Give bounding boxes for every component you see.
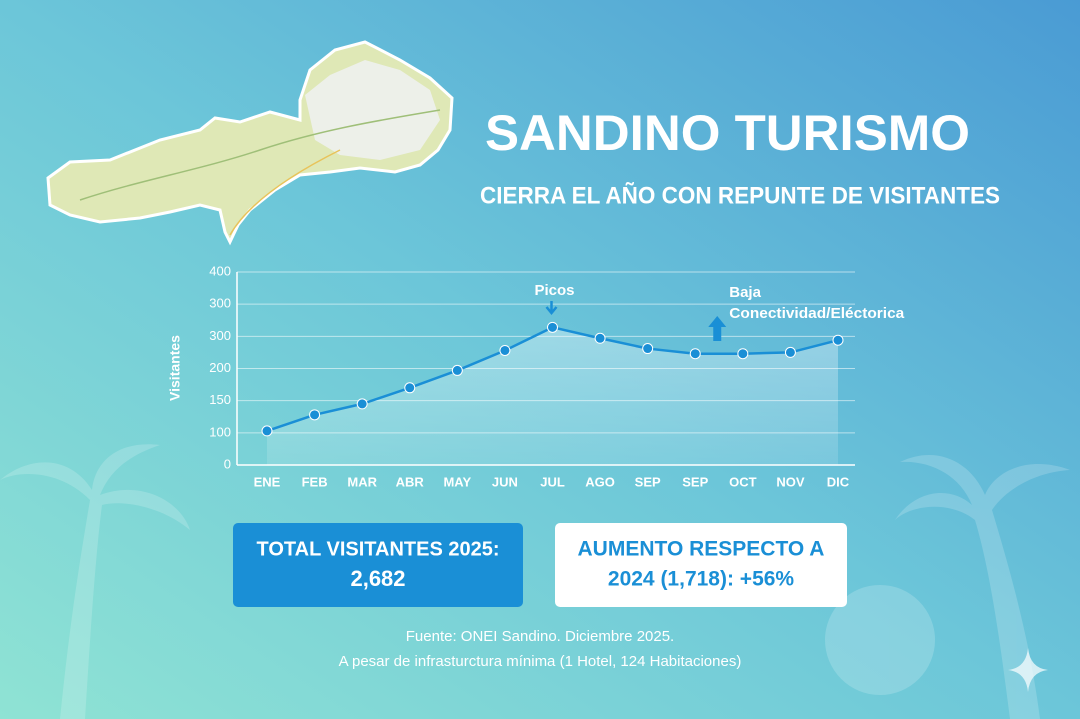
map bbox=[46, 40, 454, 246]
point bbox=[261, 425, 273, 437]
sparkle-icon bbox=[1008, 648, 1048, 692]
card-value: 2,682 bbox=[350, 566, 405, 591]
point bbox=[309, 409, 321, 421]
subtitle: CIERRA EL AÑO CON REPUNTE DE VISITANTES bbox=[480, 181, 1000, 209]
annotation: Picos bbox=[534, 282, 574, 299]
x-tick-label: AGO bbox=[585, 474, 615, 489]
footer-source: Fuente: ONEI Sandino. Diciembre 2025. bbox=[406, 628, 674, 645]
card-increase bbox=[555, 523, 847, 607]
x-tick-label: ABR bbox=[396, 474, 425, 489]
card-text: 2024 (1,718): +56% bbox=[608, 568, 795, 591]
x-tick-label: ENE bbox=[254, 474, 281, 489]
arrow-down bbox=[545, 301, 558, 315]
cards: TOTAL VISITANTES 2025: 2,682 AUMENTO RES… bbox=[233, 523, 847, 607]
x-tick-label: NOV bbox=[776, 474, 805, 489]
y-axis-label: Visitantes bbox=[167, 335, 183, 401]
annotation: Conectividad/Eléctorica bbox=[729, 305, 905, 322]
point bbox=[832, 334, 844, 346]
x-tick-label: MAR bbox=[347, 474, 377, 489]
point bbox=[404, 382, 416, 394]
y-tick-label: 300 bbox=[209, 296, 231, 311]
point bbox=[547, 321, 558, 333]
annotation: Baja bbox=[729, 284, 761, 301]
y-tick-label: 400 bbox=[209, 263, 231, 278]
point bbox=[499, 344, 511, 356]
point bbox=[356, 398, 368, 410]
x-tick-label: SEP bbox=[635, 474, 661, 489]
x-tick-label: DIC bbox=[827, 474, 850, 489]
y-tick-label: 300 bbox=[209, 328, 231, 343]
x-tick-label: SEP bbox=[682, 474, 708, 489]
card-total bbox=[233, 523, 523, 607]
x-tick-label: MAY bbox=[443, 474, 471, 489]
palm-decor bbox=[0, 444, 1070, 719]
point bbox=[784, 346, 796, 358]
card-text: TOTAL VISITANTES 2025: bbox=[256, 538, 499, 560]
x-tick-label: JUN bbox=[492, 474, 518, 489]
point bbox=[689, 348, 701, 360]
point bbox=[642, 343, 654, 355]
y-tick-label: 0 bbox=[224, 456, 231, 471]
footer-note: A pesar de infrasturctura mínima (1 Hote… bbox=[339, 653, 742, 670]
y-tick-label: 100 bbox=[209, 424, 231, 439]
point bbox=[451, 364, 463, 376]
card-text: AUMENTO RESPECTO A bbox=[578, 538, 825, 561]
area bbox=[267, 327, 838, 465]
y-tick-label: 200 bbox=[209, 360, 231, 375]
point bbox=[737, 348, 749, 360]
y-tick-label: 150 bbox=[209, 392, 231, 407]
x-tick-label: JUL bbox=[540, 474, 565, 489]
point bbox=[594, 332, 606, 344]
arrow-up bbox=[708, 316, 727, 341]
x-tick-label: OCT bbox=[729, 474, 757, 489]
x-tick-label: FEB bbox=[302, 474, 328, 489]
title: SANDINO TURISMO bbox=[485, 105, 970, 161]
